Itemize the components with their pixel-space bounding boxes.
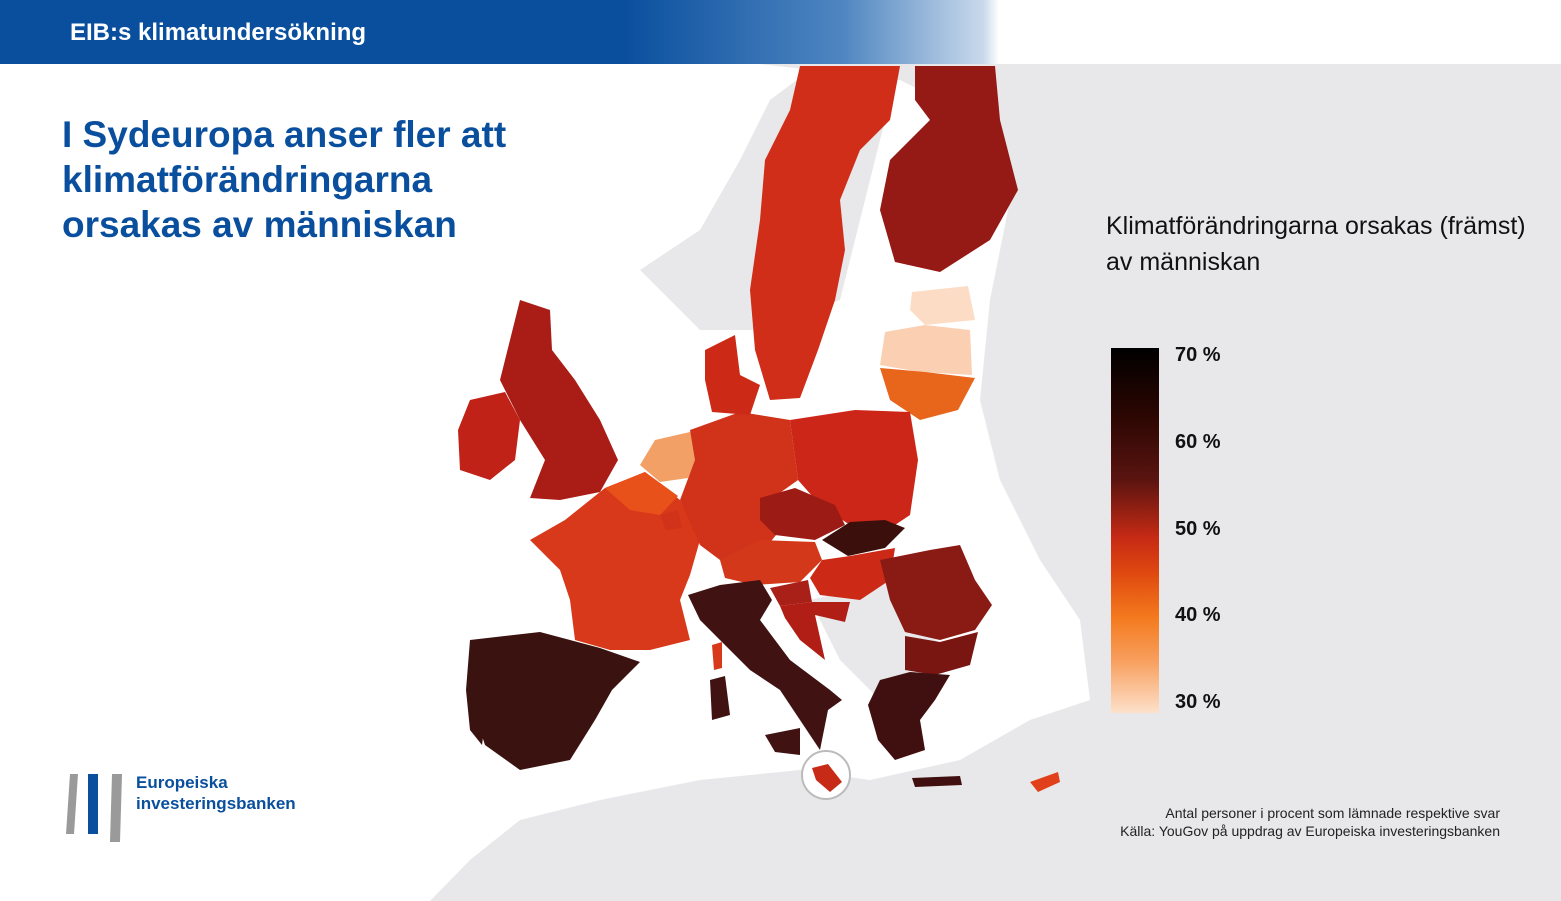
- region-malta: [812, 764, 842, 792]
- region-united-kingdom: [500, 300, 618, 500]
- region-belgium: [605, 472, 678, 515]
- source-line-1: Antal personer i procent som lämnade res…: [1165, 805, 1500, 821]
- region-cyprus: [1030, 772, 1060, 792]
- region-sicily: [765, 728, 800, 755]
- region-czechia: [760, 488, 845, 540]
- region-estonia: [910, 286, 975, 325]
- region-portugal: [466, 640, 492, 745]
- region-corsica: [712, 642, 722, 670]
- country-regions: [458, 66, 1060, 800]
- region-denmark: [705, 335, 760, 415]
- region-slovakia: [822, 520, 905, 556]
- region-slovenia: [770, 580, 812, 606]
- legend-tick-50: 50 %: [1175, 518, 1221, 540]
- region-italy: [688, 580, 842, 750]
- source-line-2: Källa: YouGov på uppdrag av Europeiska i…: [1120, 823, 1500, 839]
- source-note: Antal personer i procent som lämnade res…: [1120, 804, 1500, 840]
- legend-tick-30: 30 %: [1175, 691, 1221, 713]
- region-crete: [912, 776, 962, 787]
- region-sardinia: [710, 676, 730, 720]
- region-bulgaria: [905, 632, 978, 675]
- legend-color-scale: [1111, 348, 1159, 713]
- legend-tick-60: 60 %: [1175, 431, 1221, 453]
- eib-logo-text: Europeiska investeringsbanken: [136, 772, 296, 814]
- europe-map: [430, 64, 1561, 901]
- region-romania: [880, 545, 992, 640]
- eib-logo: Europeiska investeringsbanken: [66, 770, 306, 845]
- region-sweden: [750, 66, 900, 400]
- region-finland: [880, 66, 1018, 272]
- region-austria: [720, 540, 822, 585]
- eib-logo-mark: [66, 774, 122, 842]
- region-spain: [470, 632, 640, 770]
- region-croatia: [780, 602, 850, 660]
- region-netherlands: [640, 432, 700, 482]
- region-greece: [868, 672, 950, 760]
- logo-line-2: investeringsbanken: [136, 794, 296, 813]
- headline: I Sydeuropa anser fler att klimatförändr…: [62, 114, 507, 245]
- logo-line-1: Europeiska: [136, 773, 228, 792]
- legend-tick-70: 70 %: [1175, 344, 1221, 366]
- region-france: [530, 472, 700, 650]
- region-germany: [680, 412, 798, 560]
- header-bar: EIB:s klimatundersökning: [0, 0, 1561, 64]
- region-lithuania: [880, 368, 975, 420]
- region-luxembourg: [660, 510, 682, 530]
- region-ireland: [458, 392, 520, 480]
- region-hungary: [810, 548, 895, 600]
- header-title: EIB:s klimatundersökning: [70, 19, 367, 46]
- legend-title: Klimatförändringarna orsakas (främst) av…: [1106, 212, 1526, 276]
- region-latvia: [880, 325, 972, 375]
- legend-tick-40: 40 %: [1175, 604, 1221, 626]
